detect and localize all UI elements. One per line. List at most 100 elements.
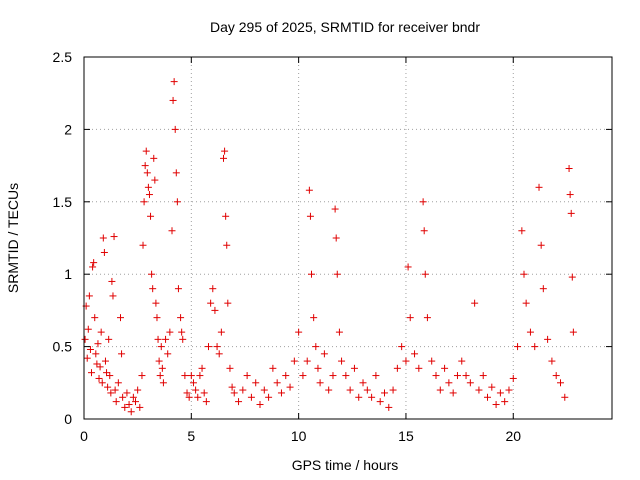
data-point (333, 270, 341, 278)
data-point (363, 386, 371, 394)
data-point (305, 186, 313, 194)
data-point (316, 379, 324, 387)
data-point (177, 314, 185, 322)
data-point (178, 328, 186, 336)
data-point (314, 364, 322, 372)
data-point (204, 343, 212, 351)
data-point (200, 389, 208, 397)
data-point (567, 209, 575, 217)
data-point (224, 299, 232, 307)
data-point (404, 263, 412, 271)
data-point (421, 270, 429, 278)
data-point (222, 212, 230, 220)
data-point (368, 393, 376, 401)
data-point (121, 403, 129, 411)
data-point (154, 335, 162, 343)
data-point (290, 357, 298, 365)
data-point (171, 125, 179, 133)
data-point (196, 372, 204, 380)
axis-ticks (83, 56, 612, 420)
data-point (129, 393, 137, 401)
data-point (104, 383, 112, 391)
data-point (105, 335, 113, 343)
data-point (172, 169, 180, 177)
data-point (372, 372, 380, 380)
data-point (535, 183, 543, 191)
data-point (94, 340, 102, 348)
data-point (492, 401, 500, 409)
data-point (335, 328, 343, 336)
y-tick-label: 2 (64, 121, 72, 137)
data-point (449, 389, 457, 397)
data-point (462, 372, 470, 380)
data-point (389, 386, 397, 394)
data-point (96, 363, 104, 371)
data-point (406, 314, 414, 322)
data-point (107, 389, 115, 397)
data-point (537, 241, 545, 249)
data-point (119, 393, 127, 401)
x-tick-labels: 0 5 10 15 20 (80, 428, 521, 444)
data-point (423, 314, 431, 322)
data-point (198, 364, 206, 372)
data-point (153, 314, 161, 322)
data-point (552, 372, 560, 380)
data-point (166, 328, 174, 336)
data-point (228, 383, 236, 391)
data-point (501, 398, 509, 406)
y-axis-label: SRMTID / TECUs (5, 183, 21, 293)
data-point (114, 379, 122, 387)
data-point (548, 357, 556, 365)
data-point (325, 386, 333, 394)
data-point (173, 198, 181, 206)
data-point (566, 191, 574, 199)
data-point (338, 357, 346, 365)
data-point (509, 374, 517, 382)
data-point (220, 154, 228, 162)
data-point (136, 403, 144, 411)
data-point (514, 343, 522, 351)
data-point (211, 306, 219, 314)
data-point (488, 383, 496, 391)
data-point (84, 325, 92, 333)
data-point (144, 183, 152, 191)
data-point (303, 357, 311, 365)
data-point (97, 328, 105, 336)
data-point (109, 292, 117, 300)
data-point (110, 233, 118, 241)
y-tick-label: 0 (64, 411, 72, 427)
data-point (277, 389, 285, 397)
y-tick-label: 0.5 (53, 339, 73, 355)
data-point (239, 386, 247, 394)
data-point (162, 335, 170, 343)
data-point (282, 372, 290, 380)
data-point (411, 350, 419, 358)
data-point (428, 357, 436, 365)
data-point (310, 314, 318, 322)
data-point (98, 379, 106, 387)
data-point (556, 379, 564, 387)
data-point (169, 96, 177, 104)
data-point (92, 350, 100, 358)
y-tick-label: 1 (64, 266, 72, 282)
data-point (81, 335, 89, 343)
data-point (155, 357, 163, 365)
data-point (86, 345, 94, 353)
data-point (380, 389, 388, 397)
y-tick-label: 1.5 (53, 194, 73, 210)
data-point (235, 398, 243, 406)
data-point (101, 357, 109, 365)
data-point (544, 335, 552, 343)
data-point (112, 398, 120, 406)
data-point (230, 389, 238, 397)
data-point (213, 343, 221, 351)
plot-frame (83, 56, 613, 420)
data-point (145, 191, 153, 199)
data-point (149, 285, 157, 293)
data-point (194, 393, 202, 401)
data-point (127, 408, 135, 416)
data-point (441, 364, 449, 372)
data-point (158, 364, 166, 372)
data-point (99, 234, 107, 242)
